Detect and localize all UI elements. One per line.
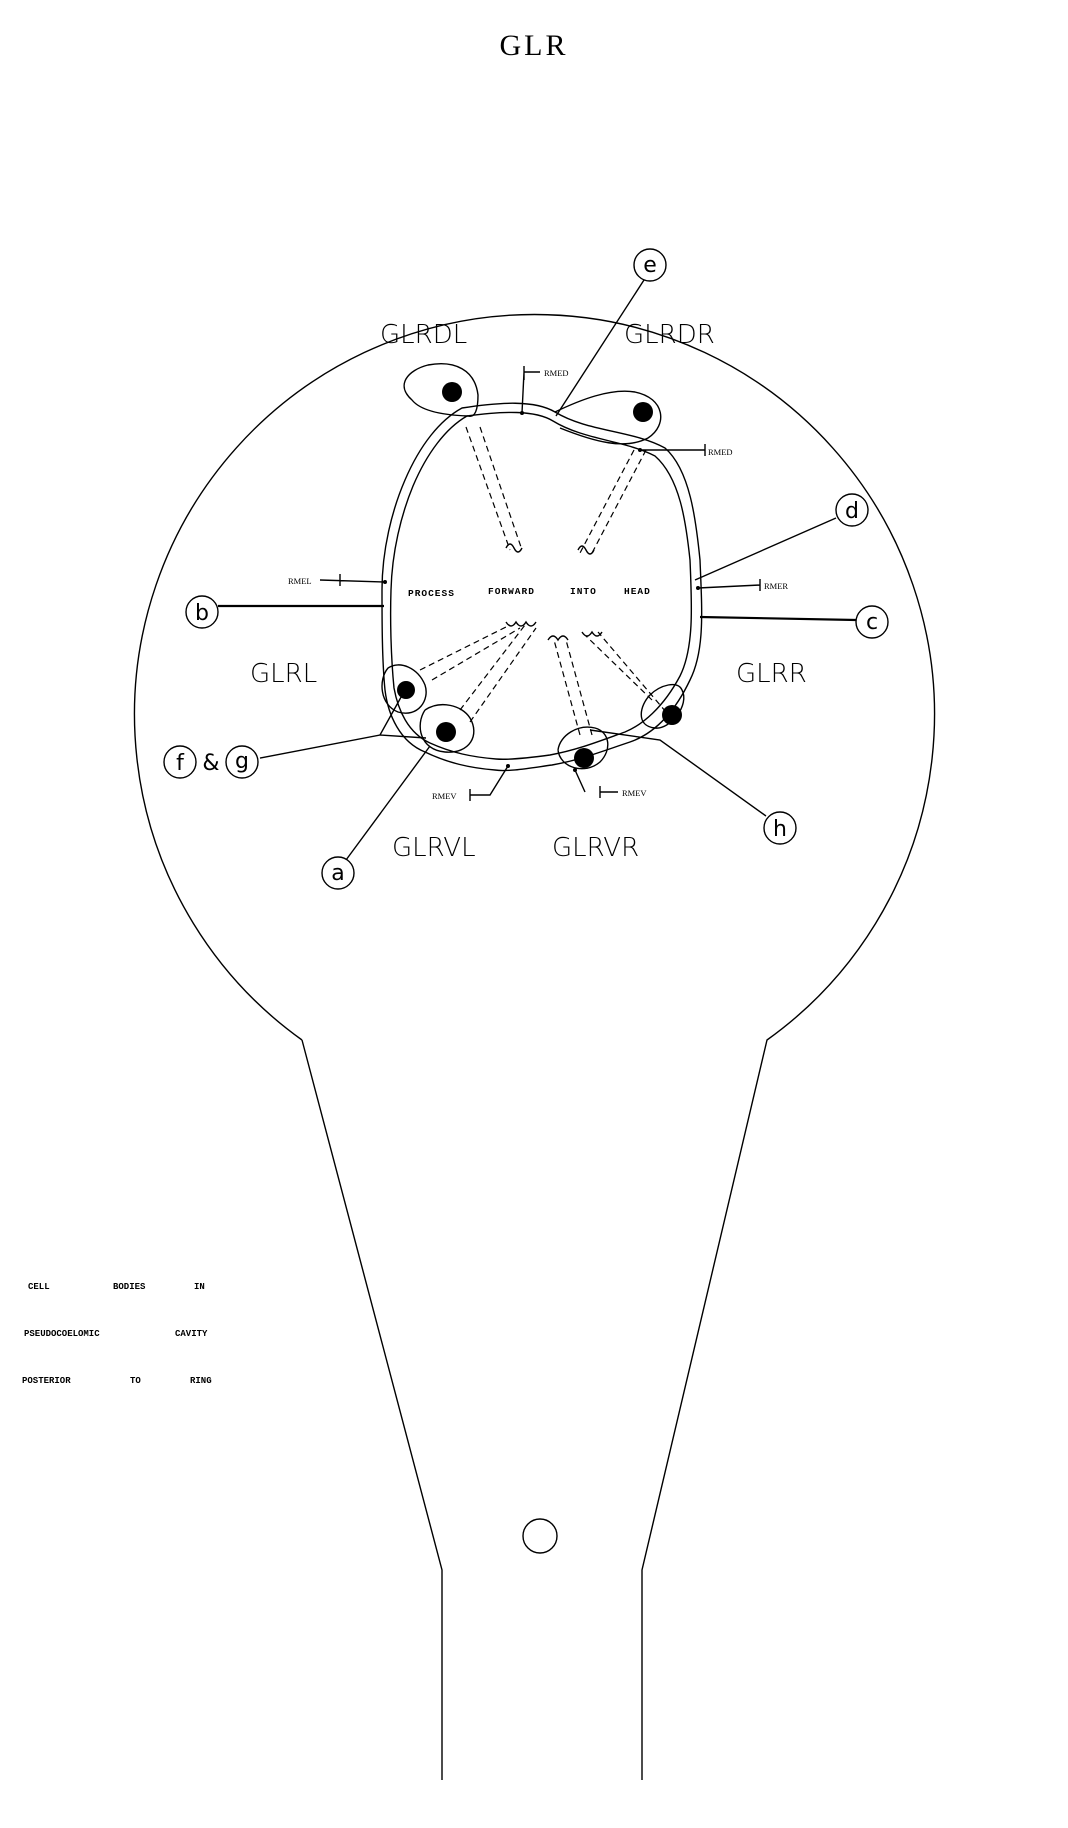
callout-h-text: h [773, 817, 787, 842]
glrvl-nucleus [436, 722, 456, 742]
glrl-nucleus [397, 681, 415, 699]
glrdl-cell-body [403, 363, 479, 417]
dorsal-right-processes [577, 449, 647, 555]
nerve-ring-outer [381, 402, 703, 772]
label-glrdr: GLRDR [624, 320, 715, 350]
process-forward-caption: PROCESS FORWARD INTO HEAD [408, 586, 651, 599]
rmev-left-marker: RMEV [432, 764, 510, 801]
callout-e-text: e [643, 253, 657, 278]
glrvr-nucleus [574, 748, 594, 768]
process-word-4: HEAD [624, 586, 651, 597]
rmed-left-marker: RMED [520, 366, 569, 415]
callout-d: d [835, 493, 869, 527]
nerve-ring-inner [389, 411, 693, 760]
callout-line-c [699, 615, 857, 622]
callout-a: a [321, 856, 355, 890]
callout-g: g [225, 745, 259, 779]
glrdr-cell-body [554, 390, 662, 445]
caption-line3-word3: RING [190, 1376, 212, 1386]
process-word-2: FORWARD [488, 586, 535, 597]
callout-f-text: f [176, 751, 185, 776]
neck-circle [522, 1518, 558, 1554]
rmel-marker: RMEL [288, 574, 387, 586]
glrvr-cell-body [557, 726, 609, 770]
rmed-left-label: RMED [544, 368, 569, 378]
rmed-right-marker: RMED [638, 444, 733, 457]
caption-line3-word2: TO [130, 1376, 141, 1386]
process-word-3: INTO [570, 586, 597, 597]
rmer-label: RMER [764, 581, 788, 591]
label-glrvl: GLRVL [392, 833, 476, 863]
caption-line1-word1: CELL [28, 1282, 50, 1292]
dorsal-left-processes [465, 426, 523, 553]
callout-line-a [345, 745, 431, 861]
cell-bodies-caption: CELL BODIES IN PSEUDOCOELOMIC CAVITY POS… [22, 1282, 212, 1386]
rmev-right-label: RMEV [622, 788, 647, 798]
callout-b: b [185, 595, 219, 629]
lateral-left-processes [419, 620, 537, 723]
caption-line3-word1: POSTERIOR [22, 1376, 71, 1386]
callout-c: c [855, 605, 889, 639]
callout-line-h [589, 729, 767, 817]
rmel-label: RMEL [288, 576, 312, 586]
label-glrr: GLRR [736, 659, 807, 689]
rmed-right-label: RMED [708, 447, 733, 457]
callout-c-text: c [866, 610, 878, 635]
callout-line-d [694, 517, 837, 581]
diagram-title: GLR [500, 29, 569, 62]
callout-e: e [633, 248, 667, 282]
caption-line2-word1: PSEUDOCOELOMIC [24, 1329, 100, 1339]
rmer-marker: RMER [696, 579, 788, 591]
callout-d-text: d [845, 499, 859, 524]
ventral-processes [547, 635, 593, 736]
rmev-left-label: RMEV [432, 791, 457, 801]
callout-a-text: a [331, 861, 344, 886]
callout-line-fg [259, 689, 427, 759]
label-glrvr: GLRVR [552, 833, 639, 863]
caption-line1-word3: IN [194, 1282, 205, 1292]
caption-line2-word2: CAVITY [175, 1329, 208, 1339]
label-glrdl: GLRDL [380, 320, 467, 350]
callout-h: h [763, 811, 797, 845]
callout-f: f [163, 745, 197, 779]
process-word-1: PROCESS [408, 588, 455, 599]
caption-line1-word2: BODIES [113, 1282, 146, 1292]
lateral-right-processes [581, 630, 667, 713]
glrl-cell-body [381, 664, 427, 714]
glrdr-nucleus [633, 402, 653, 422]
glrvl-cell-body [419, 704, 475, 753]
callout-g-text: g [235, 749, 249, 774]
glrdl-nucleus [442, 382, 462, 402]
head-outline [133, 313, 936, 1780]
callout-b-text: b [195, 601, 209, 626]
label-glrl: GLRL [250, 659, 317, 689]
callout-ampersand: & [202, 751, 219, 776]
callout-line-e [555, 279, 645, 417]
rmev-right-marker: RMEV [573, 768, 647, 798]
glrr-nucleus [662, 705, 682, 725]
